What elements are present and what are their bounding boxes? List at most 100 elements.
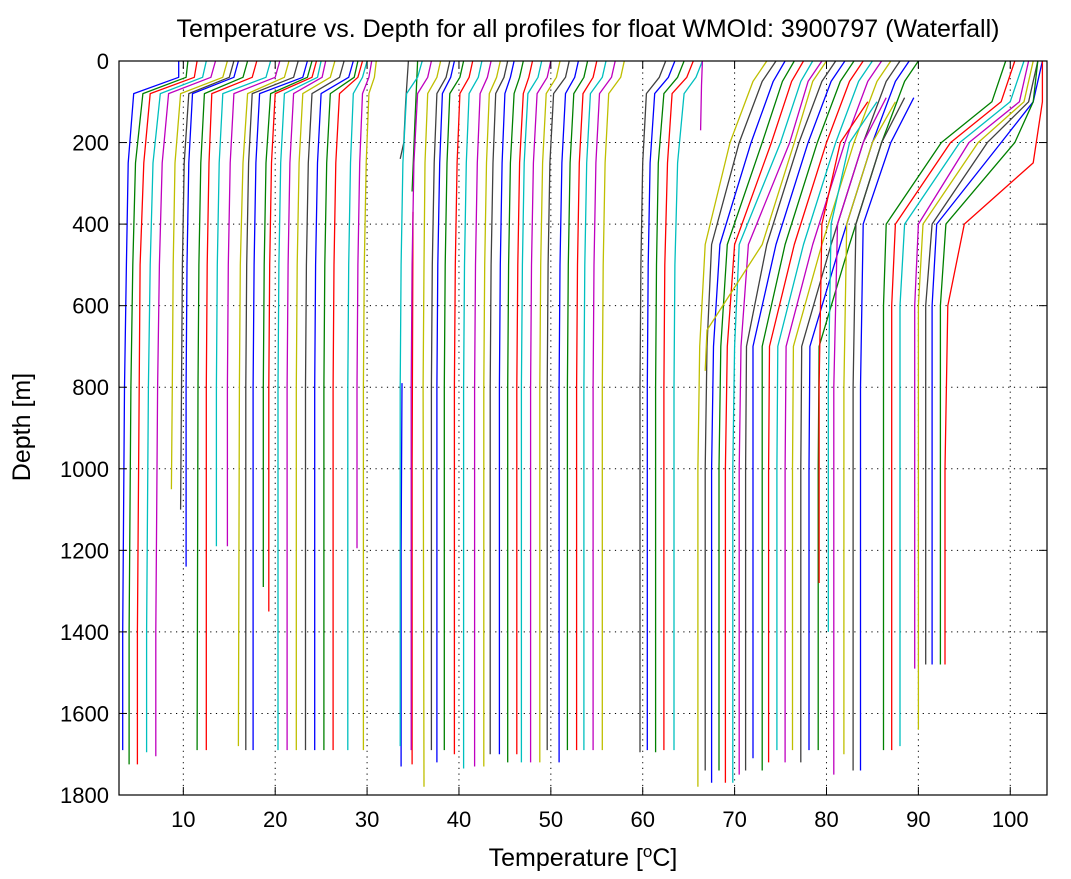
x-tick-label: 50 <box>539 807 563 832</box>
profile-line-8 <box>185 60 240 567</box>
profile-line-43 <box>498 60 515 755</box>
profile-line-11 <box>215 60 272 547</box>
profile-line-68 <box>738 60 823 775</box>
profile-line-29 <box>400 383 403 767</box>
axis-ticks <box>119 60 1047 796</box>
x-axis-label-pre: Temperature [ <box>489 844 643 872</box>
profile-line-91 <box>925 60 1039 665</box>
x-tick-label: 90 <box>906 807 930 832</box>
x-tick-label: 60 <box>630 807 654 832</box>
profile-line-57 <box>646 60 676 751</box>
profile-line-17 <box>268 60 318 612</box>
profile-line-22 <box>314 60 354 751</box>
profile-line-58 <box>654 60 685 753</box>
profile-line-54 <box>592 60 616 751</box>
y-tick-label: 0 <box>97 49 109 74</box>
profile-line-19 <box>286 60 327 751</box>
profile-line-63 <box>704 60 777 771</box>
profile-line-25 <box>347 60 368 751</box>
profile-line-83 <box>843 101 896 755</box>
profile-line-2 <box>128 60 189 765</box>
profile-line-44 <box>507 60 524 763</box>
profile-line-75 <box>784 60 883 763</box>
profile-line-66 <box>724 60 805 783</box>
profile-line-46 <box>520 60 543 763</box>
profile-line-73 <box>767 60 864 763</box>
profile-line-33 <box>410 60 433 751</box>
profile-line-13 <box>237 60 290 747</box>
y-tick-label: 1200 <box>60 538 109 563</box>
profile-line-27 <box>362 60 377 751</box>
profile-line-55 <box>601 60 625 751</box>
profile-line-87 <box>891 60 1016 751</box>
y-tick-label: 200 <box>72 131 109 156</box>
x-tick-label: 80 <box>814 807 838 832</box>
x-tick-label: 30 <box>355 807 379 832</box>
profile-line-12 <box>226 60 281 547</box>
x-axis-label-degree: o <box>643 842 652 861</box>
profile-line-31 <box>411 211 414 765</box>
profile-line-82 <box>833 97 887 775</box>
profile-line-4 <box>145 60 207 753</box>
profile-line-50 <box>558 60 580 763</box>
y-tick-label: 400 <box>72 212 109 237</box>
profile-line-61 <box>699 60 704 131</box>
profile-line-34 <box>422 60 442 787</box>
y-tick-label: 1400 <box>60 620 109 645</box>
profile-line-16 <box>262 60 313 587</box>
profile-line-38 <box>453 60 474 755</box>
profile-line-51 <box>566 60 589 751</box>
y-tick-label: 800 <box>72 375 109 400</box>
profile-line-15 <box>252 60 309 751</box>
profile-line-20 <box>295 60 336 751</box>
profile-line-42 <box>489 60 509 755</box>
y-tick-label: 1000 <box>60 457 109 482</box>
profile-line-80 <box>818 101 869 583</box>
profile-line-53 <box>583 60 607 751</box>
profile-line-64 <box>710 60 786 783</box>
profile-line-24 <box>332 60 364 751</box>
profile-line-52 <box>575 60 598 751</box>
y-axis-label: Depth [m] <box>8 373 36 481</box>
profile-line-56 <box>639 60 667 753</box>
profile-line-59 <box>663 60 694 751</box>
profile-line-37 <box>443 60 465 751</box>
profile-line-86 <box>882 60 1007 751</box>
profile-line-72 <box>761 60 855 771</box>
profile-line-3 <box>136 60 198 765</box>
profile-line-35 <box>430 60 451 751</box>
profile-line-5 <box>155 60 217 757</box>
y-tick-labels: 0 200 400 600 800 1000 1200 1400 1600 1800 <box>60 49 109 808</box>
profile-line-26 <box>356 60 373 549</box>
profile-line-88 <box>899 60 1025 747</box>
profile-line-78 <box>808 60 910 751</box>
profile-line-90 <box>917 60 1034 730</box>
profile-line-71 <box>752 60 846 759</box>
profile-line-94 <box>944 61 1044 665</box>
profile-line-32 <box>399 60 423 747</box>
profile-line-9 <box>196 60 249 751</box>
y-tick-label: 1800 <box>60 783 109 808</box>
profile-line-18 <box>277 60 322 751</box>
profile-line-49 <box>546 60 570 751</box>
x-tick-label: 20 <box>263 807 287 832</box>
profile-line-79 <box>817 60 919 751</box>
profile-line-93 <box>939 60 1039 665</box>
profile-line-45 <box>516 60 534 755</box>
x-axis-label: Temperature [oC] <box>489 842 678 872</box>
profile-line-39 <box>462 60 483 769</box>
x-tick-label: 10 <box>171 807 195 832</box>
profile-line-41 <box>483 60 501 767</box>
profile-line-36 <box>436 60 456 763</box>
profile-line-85 <box>859 97 915 771</box>
x-tick-label: 40 <box>447 807 471 832</box>
profile-line-30 <box>411 60 419 192</box>
profile-line-6 <box>170 60 229 490</box>
profile-line-74 <box>776 60 873 751</box>
grid-lines <box>119 61 1047 795</box>
profile-line-60 <box>673 60 704 751</box>
profile-line-14 <box>245 60 299 751</box>
profile-line-81 <box>827 101 878 632</box>
profile-line-21 <box>304 60 345 751</box>
